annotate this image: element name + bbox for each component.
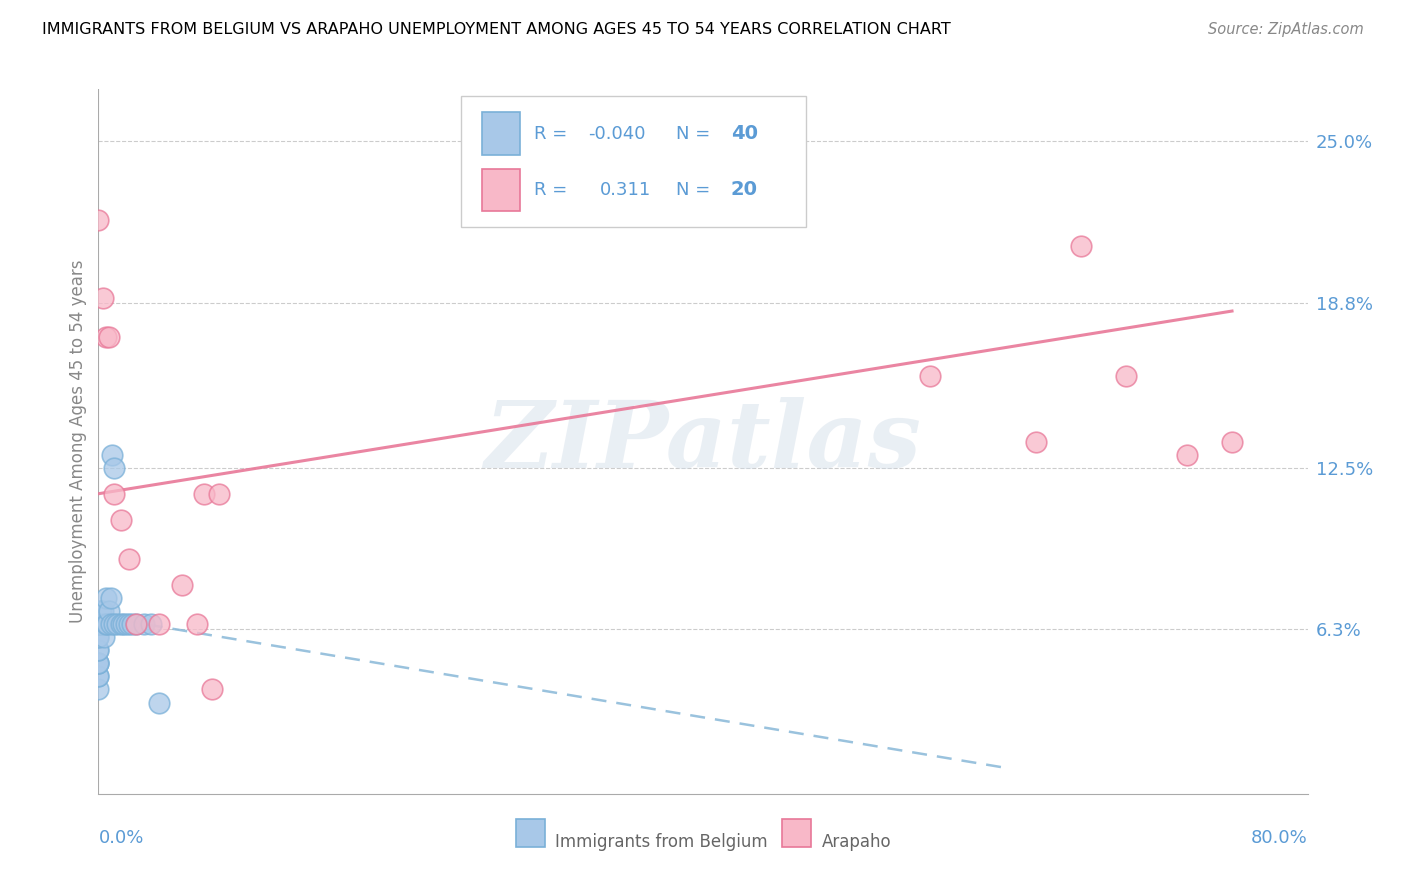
- Point: [87, 617, 110, 632]
- Point: [87, 617, 110, 632]
- Point: [201, 682, 224, 697]
- Point: [87, 657, 110, 671]
- Point: [91, 617, 114, 632]
- Point: [1115, 369, 1137, 384]
- Point: [111, 617, 134, 632]
- Bar: [516, 819, 544, 847]
- Text: IMMIGRANTS FROM BELGIUM VS ARAPAHO UNEMPLOYMENT AMONG AGES 45 TO 54 YEARS CORREL: IMMIGRANTS FROM BELGIUM VS ARAPAHO UNEMP…: [42, 22, 950, 37]
- Point: [87, 669, 110, 683]
- Point: [93, 630, 115, 644]
- Point: [89, 617, 111, 632]
- Text: R =: R =: [534, 181, 572, 199]
- Point: [91, 604, 114, 618]
- Point: [98, 604, 121, 618]
- Point: [1220, 434, 1243, 449]
- Point: [87, 669, 110, 683]
- Text: Source: ZipAtlas.com: Source: ZipAtlas.com: [1208, 22, 1364, 37]
- Point: [170, 578, 193, 592]
- Point: [96, 617, 118, 632]
- Point: [125, 617, 148, 632]
- Point: [87, 617, 110, 632]
- Point: [918, 369, 941, 384]
- Point: [89, 617, 111, 632]
- Point: [87, 682, 110, 697]
- Point: [132, 617, 155, 632]
- Point: [141, 617, 163, 632]
- Point: [148, 617, 170, 632]
- Text: Arapaho: Arapaho: [821, 832, 891, 851]
- Point: [148, 696, 170, 710]
- Point: [94, 617, 117, 632]
- Point: [87, 643, 110, 657]
- Point: [100, 591, 122, 606]
- Point: [98, 330, 121, 344]
- Point: [1175, 448, 1198, 462]
- Point: [1024, 434, 1046, 449]
- Point: [90, 604, 112, 618]
- Point: [87, 630, 110, 644]
- Point: [91, 291, 114, 305]
- Text: N =: N =: [676, 125, 717, 143]
- Point: [90, 617, 112, 632]
- Point: [110, 617, 132, 632]
- Point: [103, 460, 125, 475]
- Point: [208, 487, 231, 501]
- Bar: [482, 112, 520, 154]
- Text: R =: R =: [534, 125, 572, 143]
- Text: ZIPatlas: ZIPatlas: [485, 397, 921, 486]
- Point: [118, 552, 141, 566]
- Point: [94, 591, 117, 606]
- Point: [103, 617, 125, 632]
- Text: 0.311: 0.311: [600, 181, 651, 199]
- Point: [87, 657, 110, 671]
- Point: [94, 330, 117, 344]
- Point: [114, 617, 136, 632]
- Bar: [782, 819, 811, 847]
- Point: [87, 212, 110, 227]
- Point: [121, 617, 143, 632]
- Text: N =: N =: [676, 181, 717, 199]
- Point: [100, 617, 122, 632]
- Point: [186, 617, 208, 632]
- Point: [118, 617, 141, 632]
- Point: [1070, 239, 1092, 253]
- Text: 40: 40: [731, 124, 758, 143]
- Point: [87, 630, 110, 644]
- Point: [87, 643, 110, 657]
- Text: 0.0%: 0.0%: [98, 830, 143, 847]
- Point: [193, 487, 215, 501]
- Point: [105, 617, 128, 632]
- Point: [125, 617, 148, 632]
- Text: 20: 20: [731, 180, 758, 200]
- Text: -0.040: -0.040: [588, 125, 645, 143]
- Text: 80.0%: 80.0%: [1251, 830, 1308, 847]
- Point: [103, 487, 125, 501]
- Y-axis label: Unemployment Among Ages 45 to 54 years: Unemployment Among Ages 45 to 54 years: [69, 260, 87, 624]
- Point: [101, 448, 124, 462]
- Point: [87, 657, 110, 671]
- Point: [110, 513, 132, 527]
- FancyBboxPatch shape: [461, 96, 806, 227]
- Bar: [482, 169, 520, 211]
- Point: [89, 604, 111, 618]
- Text: Immigrants from Belgium: Immigrants from Belgium: [555, 832, 768, 851]
